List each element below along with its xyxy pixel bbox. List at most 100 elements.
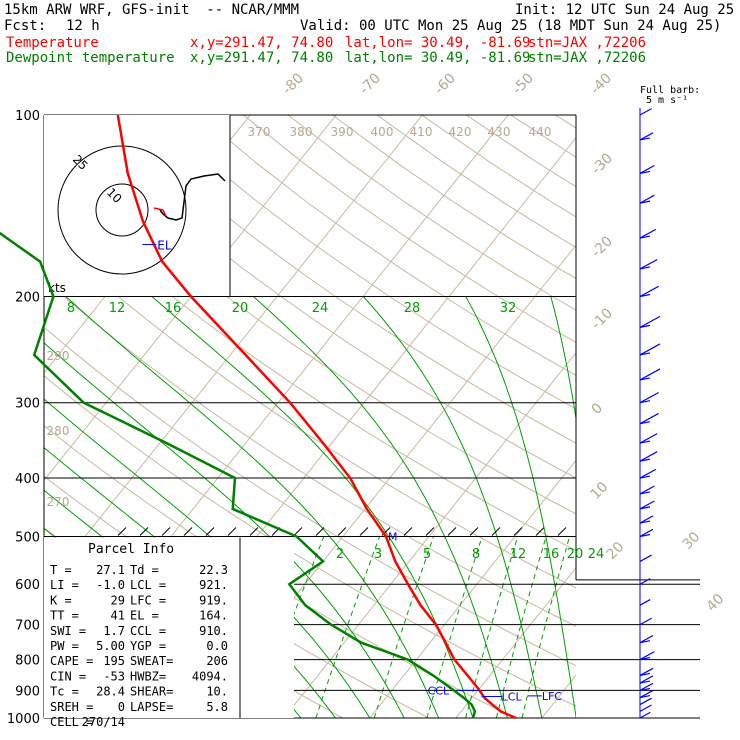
parcel-info-value: 4094. [192, 669, 228, 683]
isotherm-line [44, 115, 423, 589]
theta-label: 410 [410, 125, 433, 139]
theta-label: 280 [47, 424, 70, 438]
dry-adiabat-line [376, 115, 576, 248]
valid-time: Valid: 00 UTC Mon 25 Aug 25 (18 MDT Sun … [300, 18, 722, 34]
pressure-label: 700 [15, 619, 40, 634]
parcel-info-key: SWI = [50, 624, 86, 638]
isotherm-label: -80 [280, 70, 307, 97]
wind-barb [639, 617, 652, 626]
parcel-info-value: 206 [206, 654, 228, 668]
theta-label: 290 [47, 349, 70, 363]
parcel-info-key: YGP = [130, 639, 166, 653]
barb-legend-1: Full barb: [640, 85, 701, 96]
dewpoint-profile [0, 231, 477, 719]
wind-barb [639, 500, 655, 510]
parcel-info-key: HWBZ= [130, 669, 166, 683]
parcel-info-key: Td = [130, 563, 159, 577]
dry-adiabat-line [44, 375, 576, 707]
isotherm-label: -50 [510, 70, 537, 97]
wind-barb [639, 412, 659, 425]
pressure-label: 900 [15, 684, 40, 699]
parcel-info-value: 41 [111, 609, 125, 623]
wind-barb [639, 682, 654, 691]
temp-legend-latlon: lat,lon= 30.49, -81.69 [345, 35, 531, 51]
mixing-ratio-label: 16 [543, 547, 560, 562]
wind-barb [639, 704, 652, 712]
pressure-label: 100 [15, 109, 40, 124]
parcel-info-key: T = [50, 563, 72, 577]
parcel-info-value: 27.1 [96, 563, 125, 577]
theta-label: 270 [47, 495, 70, 509]
wind-barb [639, 578, 651, 585]
wind-barb [639, 108, 652, 116]
moist-adiabat-line [465, 296, 576, 718]
parcel-info-value: 921. [199, 578, 228, 592]
parcel-info-key: LCL = [130, 578, 166, 592]
mixing-ratio-label: 24 [312, 301, 329, 316]
wind-barb [639, 634, 654, 644]
mixing-ratio-label: 2 [336, 547, 344, 562]
dry-adiabat-line [44, 326, 576, 667]
parcel-info-value: 910. [199, 624, 228, 638]
parcel-info-key: SREH = [50, 700, 93, 714]
isotherm-line [283, 351, 576, 718]
isotherm-label: 0 [589, 400, 607, 418]
isotherm-line [714, 115, 740, 718]
parcel-info-key: PW = [50, 639, 79, 653]
init-time: Init: 12 UTC Sun 24 Aug 25 [515, 2, 735, 18]
wind-barb [639, 554, 652, 562]
dry-adiabat-line [44, 230, 576, 589]
fcst-label: Fcst: [4, 18, 47, 34]
parcel-info-value: 919. [199, 593, 228, 607]
parcel-info-value: 195 [103, 654, 125, 668]
dry-adiabat-line [421, 115, 576, 218]
wind-barb [639, 285, 659, 298]
barb-legend-2: 5 m s⁻¹ [646, 95, 689, 106]
parcel-info-key: Tc = [50, 685, 79, 699]
hodograph-ring [95, 183, 149, 237]
theta-label: 430 [488, 125, 511, 139]
pressure-label: 600 [15, 578, 40, 593]
wind-barb [639, 599, 651, 606]
wind-barb [639, 651, 655, 661]
pressure-label: 800 [15, 654, 40, 669]
parcel-info-key: CELL = [50, 715, 93, 729]
wind-barb [639, 132, 654, 141]
parcel-info-value: 0 [118, 700, 125, 714]
parcel-info-value: 10. [206, 685, 228, 699]
dew-legend-latlon: lat,lon= 30.49, -81.69 [345, 50, 531, 66]
dry-adiabat-line [44, 278, 576, 627]
isotherm-label: 20 [604, 539, 628, 563]
mixing-ratio-line [495, 536, 547, 718]
pressure-label: 1000 [7, 712, 40, 727]
dry-adiabat-line [109, 115, 576, 444]
parcel-info-value: 1.7 [103, 624, 125, 638]
theta-label: 400 [371, 125, 394, 139]
parcel-info-key: SHEAR= [130, 685, 173, 699]
isotherm-line [369, 459, 576, 718]
parcel-info-key: EL = [130, 609, 159, 623]
wind-barb [639, 667, 654, 676]
parcel-info-value: -53 [103, 669, 125, 683]
wind-barb [639, 697, 652, 706]
wind-barb [639, 391, 659, 404]
mixing-ratio-line [465, 536, 519, 718]
temp-legend-stn: stn=JAX ,72206 [528, 35, 647, 51]
mixing-ratio-label: 8 [472, 547, 480, 562]
mixing-ratio-label: 24 [588, 547, 605, 562]
mixing-ratio-label: 20 [567, 547, 584, 562]
wind-barb [639, 258, 658, 270]
wind-barb [639, 485, 655, 495]
parcel-info-value: 29 [111, 593, 125, 607]
mixing-ratio-label: 16 [165, 301, 182, 316]
melting-marker: M [388, 530, 398, 543]
model-title: 15km ARW WRF, GFS-init -- NCAR/MMM [4, 2, 300, 18]
wind-barb [639, 228, 657, 239]
pressure-label: 500 [15, 530, 40, 545]
temp-legend-label: Temperature [6, 35, 99, 51]
parcel-info-value: 5.8 [206, 700, 228, 714]
parcel-info-key: SWEAT= [130, 654, 173, 668]
dew-legend-xy: x,y=291.47, 74.80 [190, 50, 334, 66]
moist-adiabat-line [550, 296, 576, 422]
dry-adiabat-line [44, 137, 576, 515]
